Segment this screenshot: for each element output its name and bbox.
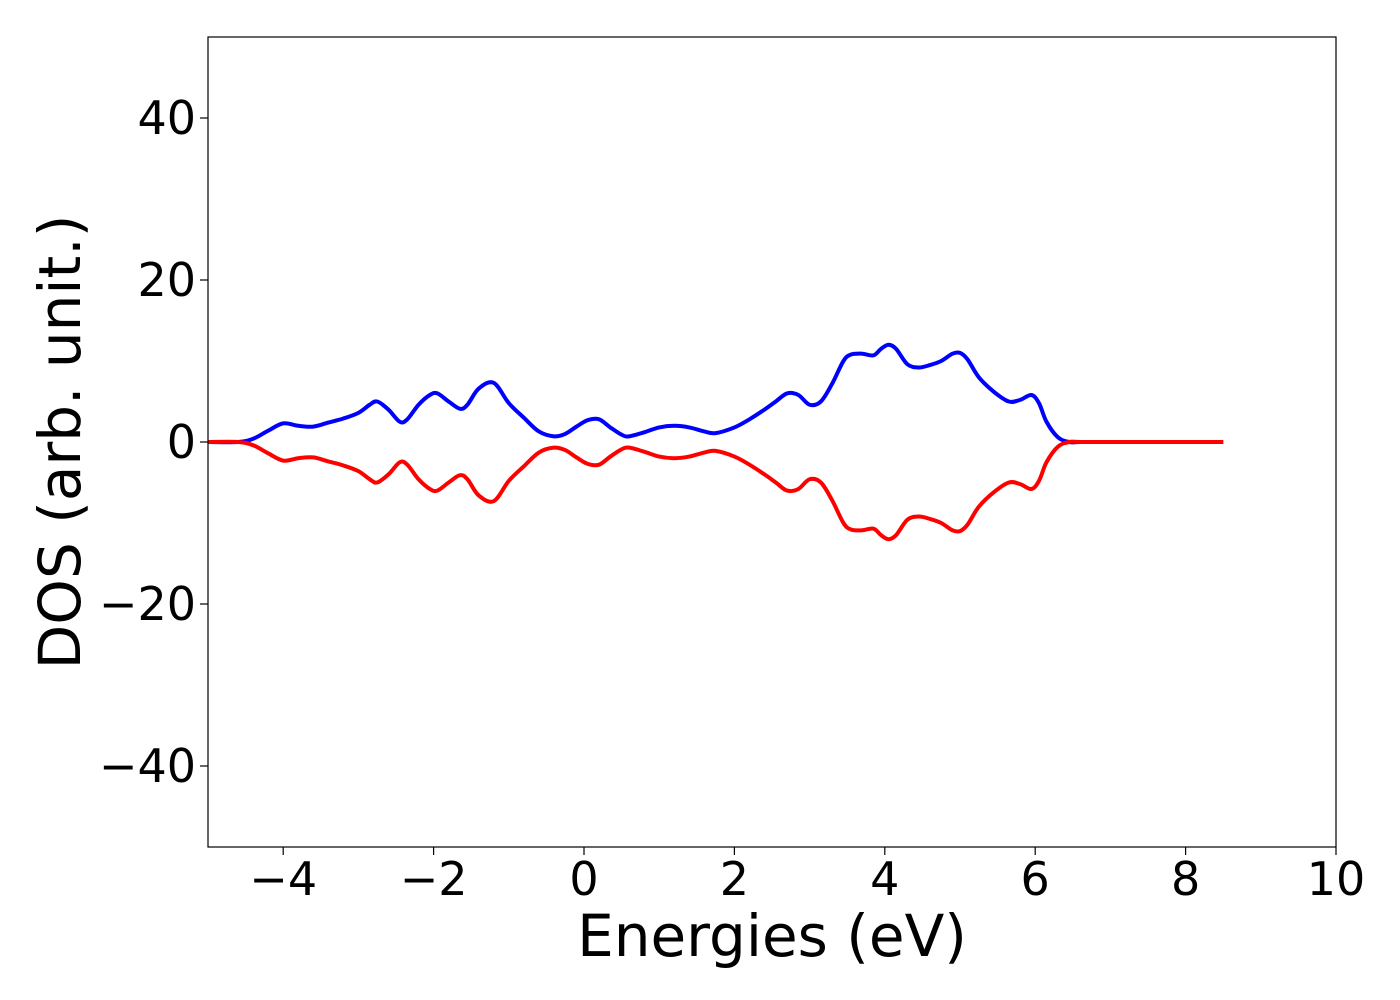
y-axis: −40 −20 0 20 40 [99,91,208,793]
x-tick-label: 4 [870,852,899,906]
y-tick-label: −20 [99,577,196,631]
series-layer [207,342,1224,542]
y-tick-label: 40 [137,91,196,145]
dos-up-line [207,342,1224,445]
y-tick-label: −40 [99,739,196,793]
dos-down-line [207,439,1224,542]
x-tick-label: 0 [569,852,598,906]
x-tick-label: 10 [1307,852,1366,906]
y-tick-label: 0 [167,415,196,469]
y-axis-label: DOS (arb. unit.) [26,215,94,670]
y-tick-label: 20 [137,253,196,307]
x-axis-label: Energies (eV) [577,902,967,970]
x-tick-label: −2 [400,852,468,906]
x-tick-label: 2 [720,852,749,906]
x-axis: −4 −2 0 2 4 6 8 10 [249,847,1365,906]
x-tick-label: 6 [1021,852,1050,906]
x-tick-label: −4 [249,852,317,906]
x-tick-label: 8 [1171,852,1200,906]
